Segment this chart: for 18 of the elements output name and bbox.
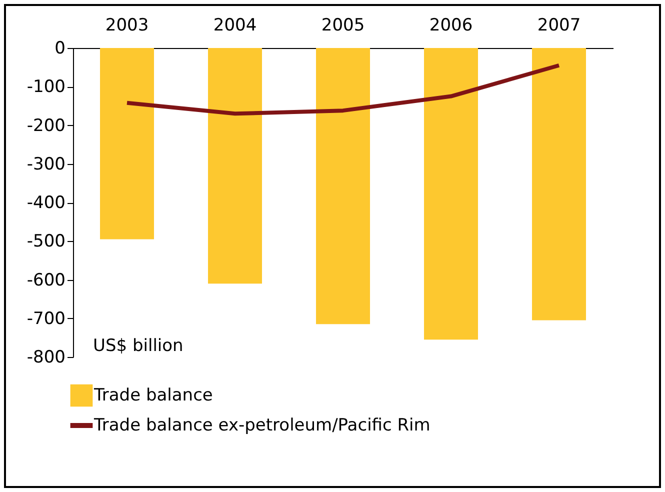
y-tick-label: -800 (26, 348, 66, 368)
y-tick-label: -600 (26, 270, 66, 290)
x-tick-label: 2004 (213, 16, 257, 36)
y-tick-label: 0 (54, 38, 66, 58)
y-tick-label: -200 (26, 116, 66, 136)
x-tick-label: 2006 (429, 16, 473, 36)
y-tick-label: -700 (26, 308, 66, 329)
x-tick-label: 2003 (105, 16, 149, 36)
y-tick-label: -400 (26, 193, 66, 213)
annotation: US$ billion (93, 336, 184, 356)
line-series (125, 63, 561, 116)
x-tick-label: 2005 (321, 16, 365, 36)
legend-label: Trade balance (93, 386, 213, 406)
y-tick-label: -500 (26, 232, 66, 252)
x-tick-label: 2007 (537, 16, 581, 36)
legend-label: Trade balance ex-petroleum/Pacific Rim (93, 416, 430, 436)
y-tick-label: -100 (26, 77, 66, 98)
y-tick-label: -300 (26, 154, 66, 174)
